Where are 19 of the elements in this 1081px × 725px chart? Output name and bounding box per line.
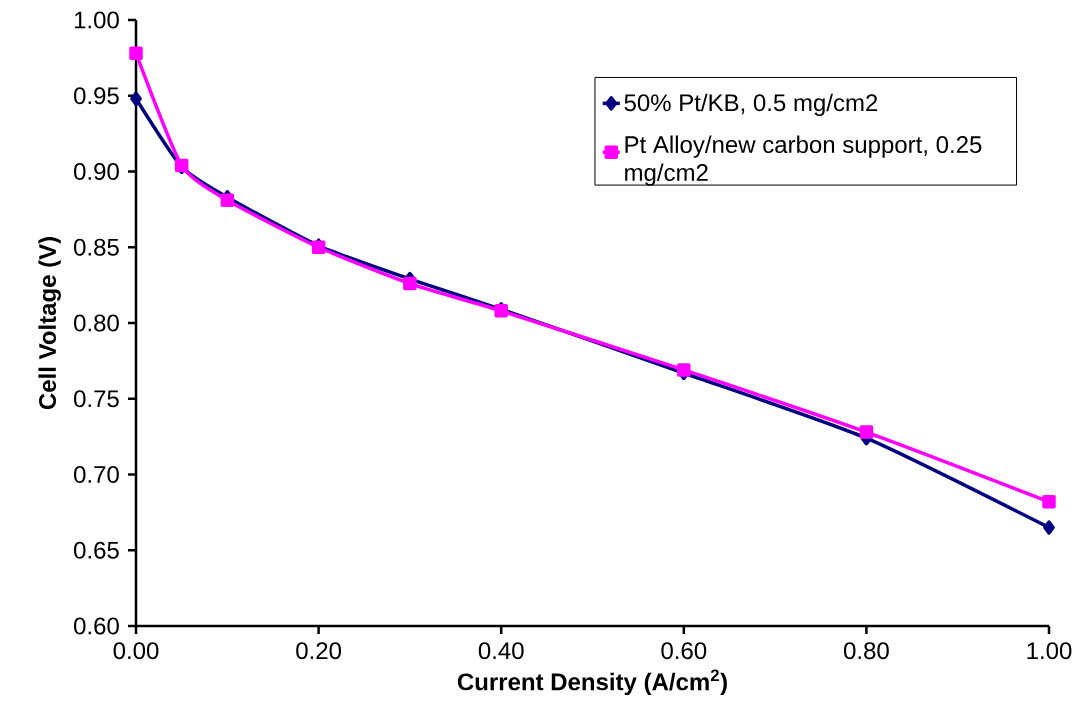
y-tick-label: 0.65 <box>74 541 119 559</box>
x-axis-title: Current Density (A/cm$^{2}$) <box>457 669 727 696</box>
x-tick-label: 0.60 <box>661 642 707 660</box>
y-tick-label: 0.90 <box>74 163 119 180</box>
y-tick-label: 0.80 <box>74 314 119 332</box>
y-tick-label: 0.60 <box>74 617 119 635</box>
y-tick-label: 0.75 <box>74 390 119 408</box>
y-tick-label: 0.70 <box>74 466 119 483</box>
y-axis-title: Cell Voltage (V) <box>38 237 61 410</box>
x-tick-label: 0.80 <box>843 642 889 660</box>
y-tick-label: 1.00 <box>74 11 119 29</box>
legend-label: 50% Pt/KB, 0.5 mg/cm2 <box>624 93 878 117</box>
x-tick-label: 0.20 <box>296 642 342 660</box>
x-tick-label: 0.40 <box>478 642 524 660</box>
x-tick-label: 1.00 <box>1027 642 1072 660</box>
y-tick-label: 0.95 <box>74 87 119 105</box>
legend-label: Pt Alloy/new carbon support, 0.25 mg/cm2 <box>625 135 982 186</box>
x-tick-label: 0.00 <box>113 642 159 660</box>
y-tick-label: 0.85 <box>74 238 119 256</box>
